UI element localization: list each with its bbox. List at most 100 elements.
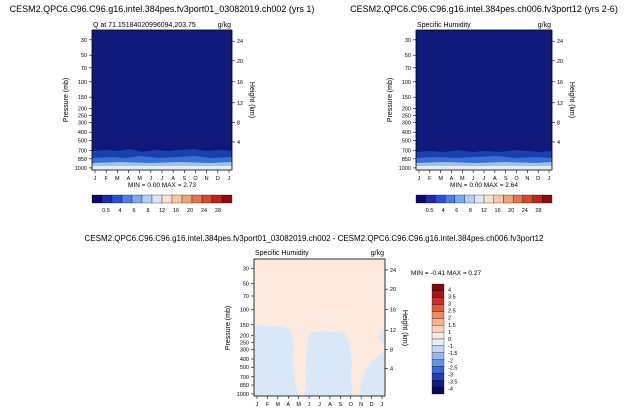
panel-2-x-tick-label: J <box>483 176 486 182</box>
panel-2-x-tick-label: J <box>548 176 551 182</box>
panel-3-colorbar-label: 2.5 <box>448 309 456 315</box>
panel-2-colorbar-swatch <box>454 194 465 204</box>
panel-3-colorbar-swatch <box>431 345 445 353</box>
panel-3-colorbar-swatch <box>431 359 445 367</box>
panel-2-x-tick-label: M <box>460 176 465 182</box>
panel-1-y-tick-label: 400 <box>78 130 87 136</box>
panel-1-colorbar-swatch <box>181 194 193 204</box>
panel-1-x-tick-label: O <box>193 176 198 182</box>
panel-1-colorbar-swatch <box>161 194 173 204</box>
panel-3-y2-tick-label: 12 <box>390 328 396 334</box>
panel-3-y-tick-label: 500 <box>240 365 249 371</box>
panel-1-colorbar-swatch <box>121 194 133 204</box>
panel-1-y-tick-label: 30 <box>81 38 87 44</box>
panel-2-x-tick-label: F <box>428 176 432 182</box>
panel-1-colorbar-swatch <box>221 194 233 204</box>
panel-1-y-tick-label: 250 <box>78 113 87 119</box>
panel-3-y-tick-label: 850 <box>240 383 249 389</box>
panel-1-colorbar-swatch <box>211 194 223 204</box>
panel-1-subtitle-left: Q at 71.15184020996094,203.75 <box>93 22 196 29</box>
panel-3-y2-tick-label: 16 <box>390 308 396 314</box>
panel-1-x-tick-label: J <box>161 176 164 182</box>
panel-1-colorbar-label: 24 <box>201 208 207 214</box>
panel-3-x-tick-label: D <box>370 402 374 408</box>
panel-3-y-tick-label: 700 <box>240 375 249 381</box>
panel-2-colorbar-swatch <box>464 194 475 204</box>
panel-2-x-tick-label: A <box>493 176 497 182</box>
panel-1-plot-area <box>92 30 232 170</box>
panel-2-colorbar-swatch <box>425 194 436 204</box>
panel-3-y-tick-label: 150 <box>240 323 249 329</box>
panel-2-y-tick-label: 500 <box>402 139 411 145</box>
panel-2-colorbar-swatch <box>435 194 446 204</box>
panel-3-colorbar-label: -3.5 <box>448 380 457 386</box>
panel-2-y2label: Height (km) <box>568 82 575 118</box>
panel-3-field-negative-right <box>359 350 385 396</box>
panel-3-y2-tick-label: 24 <box>390 268 396 274</box>
panel-3-y-tick-label: 400 <box>240 357 249 363</box>
panel-1-x-tick-label: J <box>94 176 97 182</box>
panel-2-colorbar-swatch <box>444 194 456 204</box>
panel-1-x-tick-label: J <box>228 176 231 182</box>
panel-3-colorbar-swatch <box>431 290 445 298</box>
panel-3-x-tick-label: A <box>286 402 290 408</box>
panel-1-colorbar-swatch <box>191 194 203 204</box>
panel-3-y-tick-label: 250 <box>240 341 249 347</box>
panel-2-y-tick-label: 1000 <box>399 166 411 172</box>
panel-3-colorbar-swatch <box>431 297 445 305</box>
panel-3-x-tick-label: O <box>349 402 354 408</box>
panel-3-colorbar-swatch <box>431 366 445 374</box>
panel-2-y-tick-label: 850 <box>402 157 411 163</box>
panel-3-plot-area <box>254 259 385 396</box>
panel-2-colorbar-swatch <box>493 194 504 204</box>
panel-3-field-negative-center <box>304 331 353 396</box>
panel-1-colorbar-label: 4 <box>118 208 121 214</box>
panel-1-colorbar-swatch <box>201 194 213 204</box>
panel-1-x-tick-label: J <box>149 176 152 182</box>
panel-3-y-tick-label: 200 <box>240 334 249 340</box>
panel-2-colorbar-swatch <box>474 194 485 204</box>
panel-3-colorbar-swatch <box>431 311 445 319</box>
panel-3-colorbar-swatch <box>431 352 445 360</box>
panel-1-x-tick-label: A <box>171 176 175 182</box>
panel-2-stats: MIN = 0.00 MAX = 2.64 <box>450 182 518 189</box>
panel-1-colorbar-label: 28 <box>215 208 221 214</box>
panel-2-x-tick-label: J <box>472 176 475 182</box>
panel-3-field-negative-left <box>254 325 299 396</box>
panel-3-colorbar-label: 2 <box>448 316 451 322</box>
panel-1-y-tick-label: 300 <box>78 120 87 126</box>
panel-2-title: CESM2.QPC6.C96.C96.g16.intel.384pes.ch00… <box>350 4 618 14</box>
panel-2-y2-tick-label: 4 <box>557 140 560 146</box>
panel-2-subtitle-right: g/kg <box>538 22 551 29</box>
panel-3-x-tick-label: J <box>381 402 384 408</box>
panel-1-y-tick-label: 50 <box>81 53 87 59</box>
panel-3-subtitle-left: Specific Humidity <box>255 250 309 257</box>
panel-2-y2-tick-label: 20 <box>557 59 563 65</box>
panel-2-y2-tick-label: 24 <box>557 39 563 45</box>
panel-1-y2-tick-label: 8 <box>237 120 240 126</box>
panel-2-x-tick-label: D <box>536 176 540 182</box>
panel-3-stats: MIN = -0.41 MAX = 0.27 <box>411 270 481 277</box>
panel-3-colorbar: 43.5 32.521.510-1-1.5-2-2.5-3 -3.5-4 <box>431 283 457 395</box>
panel-3-title: CESM2.QPC6.C96.C96.g16.intel.384pes.fv3p… <box>85 234 545 243</box>
panel-1-x-tick-label: M <box>137 176 142 182</box>
panel-3-subtitle-right: g/kg <box>371 250 384 257</box>
panel-2-colorbar-label: 4 <box>442 208 445 214</box>
panel-2-y2-tick-label: 8 <box>557 120 560 126</box>
panel-3-y2-tick-label: 8 <box>390 347 393 353</box>
panel-1-colorbar-swatch <box>131 194 143 204</box>
panel-2-y-tick-label: 100 <box>402 80 411 86</box>
panel-3-y-tick-label: 50 <box>243 282 249 288</box>
panel-2-colorbar: 0.5 4 6 8 12 16 20 24 28 <box>415 194 553 214</box>
panel-2-y-tick-label: 400 <box>402 130 411 136</box>
panel-1-field-upper <box>92 30 232 170</box>
panel-2-colorbar-swatch <box>483 194 494 204</box>
panel-1-y-tick-label: 70 <box>81 66 87 72</box>
panel-1-x-tick-label: D <box>216 176 220 182</box>
panel-1-y2-tick-label: 16 <box>237 80 243 86</box>
